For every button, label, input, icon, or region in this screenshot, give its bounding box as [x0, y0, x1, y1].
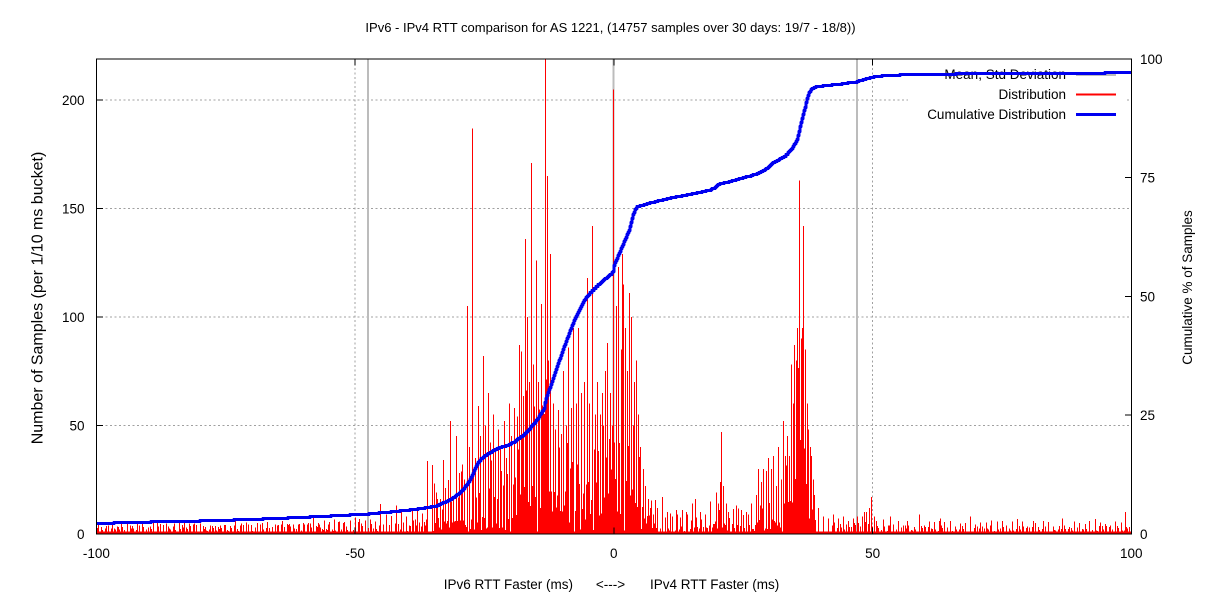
- svg-text:0: 0: [610, 546, 618, 561]
- svg-text:0: 0: [1140, 527, 1148, 542]
- svg-text:200: 200: [62, 93, 85, 108]
- svg-text:IPv4 RTT Faster (ms): IPv4 RTT Faster (ms): [650, 577, 779, 592]
- svg-text:0: 0: [77, 527, 85, 542]
- svg-text:50: 50: [1140, 289, 1155, 304]
- svg-text:50: 50: [865, 546, 880, 561]
- svg-text:-100: -100: [83, 546, 110, 561]
- svg-text:Cumulative Distribution: Cumulative Distribution: [927, 107, 1066, 122]
- svg-text:100: 100: [62, 310, 85, 325]
- svg-text:100: 100: [1140, 52, 1163, 67]
- svg-text:100: 100: [1120, 546, 1143, 561]
- svg-text:75: 75: [1140, 171, 1155, 186]
- svg-text:150: 150: [62, 202, 85, 217]
- svg-text:50: 50: [69, 418, 84, 433]
- svg-text:<--->: <--->: [596, 577, 625, 592]
- svg-text:25: 25: [1140, 408, 1155, 423]
- svg-text:Cumulative % of Samples: Cumulative % of Samples: [1180, 210, 1195, 365]
- svg-text:IPv6 RTT Faster (ms): IPv6 RTT Faster (ms): [444, 577, 573, 592]
- svg-text:IPv6 - IPv4 RTT comparison for: IPv6 - IPv4 RTT comparison for AS 1221, …: [365, 20, 855, 35]
- svg-text:-50: -50: [345, 546, 365, 561]
- svg-text:Number of Samples (per 1/10 ms: Number of Samples (per 1/10 ms bucket): [30, 152, 47, 445]
- svg-text:Distribution: Distribution: [998, 87, 1066, 102]
